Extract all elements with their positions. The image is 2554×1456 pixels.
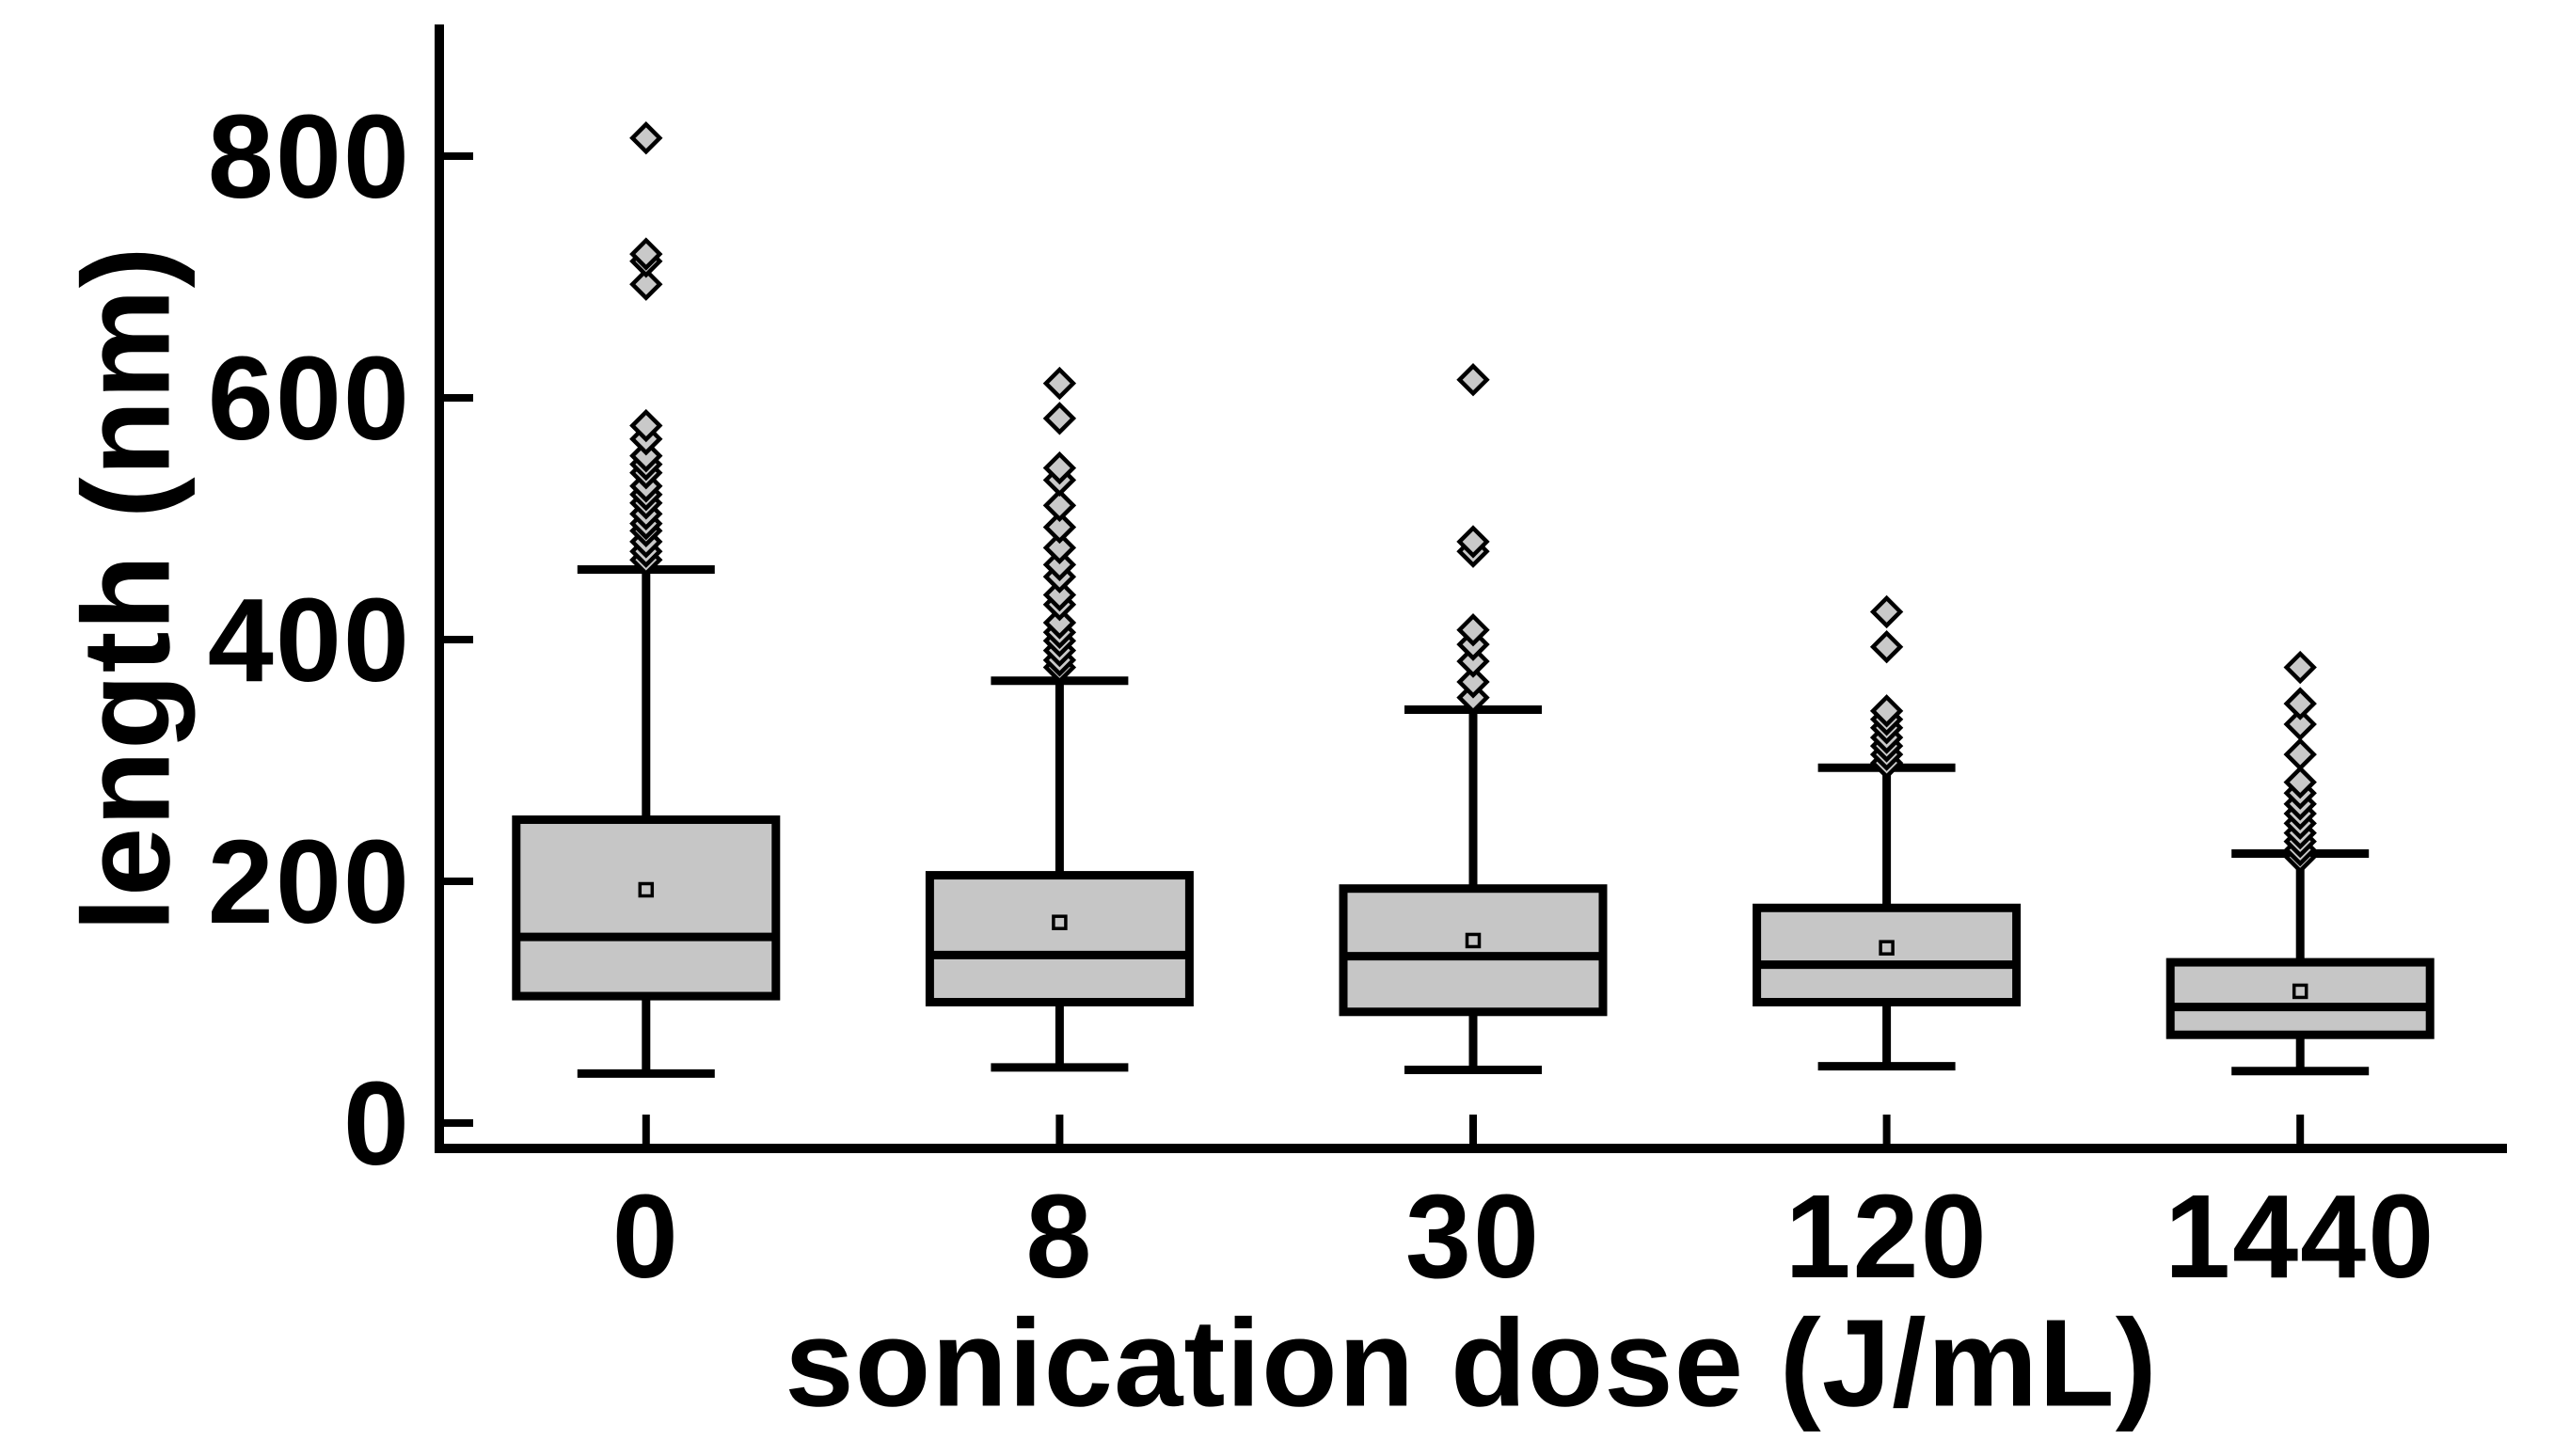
outlier-diamond [629, 408, 663, 443]
outlier-diamond [1456, 613, 1490, 647]
y-tick-label: 800 [208, 90, 411, 223]
outlier-diamond [629, 438, 663, 473]
y-tick-label: 400 [208, 574, 411, 706]
outlier-diamond [2283, 737, 2317, 771]
outlier-diamond [2283, 707, 2317, 741]
outlier-diamond [2283, 687, 2317, 720]
outlier-diamond [2283, 650, 2317, 685]
outlier-diamond [1042, 578, 1077, 612]
outlier-diamond [1869, 594, 1904, 629]
outlier-diamond [629, 237, 663, 271]
outlier-diamond [1456, 644, 1490, 678]
outlier-diamond [1869, 694, 1904, 728]
y-axis-title: length (nm) [56, 245, 196, 932]
box-iqr [925, 871, 1194, 1007]
x-tick-label: 30 [1405, 1170, 1541, 1303]
outlier-diamond [1042, 606, 1077, 640]
outlier-diamond [1042, 510, 1077, 545]
outlier-diamond [1042, 451, 1077, 485]
outlier-diamond [2283, 765, 2317, 799]
x-tick-label: 120 [1785, 1170, 1988, 1303]
box-iqr [1753, 903, 2022, 1007]
y-tick-label: 600 [208, 332, 411, 465]
box-iqr [1339, 884, 1608, 1017]
outlier-diamond [1042, 402, 1077, 435]
outlier-diamond [1456, 525, 1490, 559]
mean-marker [2292, 983, 2308, 1000]
mean-marker [1052, 914, 1068, 930]
mean-marker [638, 881, 655, 898]
outlier-diamond [1456, 363, 1490, 397]
y-tick-label: 0 [343, 1057, 411, 1190]
outlier-diamond [629, 121, 663, 155]
x-tick-label: 8 [1025, 1170, 1093, 1303]
y-tick-label: 200 [208, 815, 411, 948]
outlier-diamond [1456, 665, 1490, 699]
mean-marker [1879, 940, 1895, 956]
outlier-diamond [629, 267, 663, 301]
outlier-diamond [1869, 630, 1904, 664]
outlier-diamond [1042, 366, 1077, 401]
x-axis-title: sonication dose (J/mL) [785, 1293, 2158, 1432]
outlier-diamond [1042, 530, 1077, 565]
x-tick-label: 0 [612, 1170, 680, 1303]
outlier-diamond [1042, 547, 1077, 582]
mean-marker [1465, 932, 1482, 949]
x-tick-label: 1440 [2165, 1170, 2435, 1303]
outlier-diamond [1042, 488, 1077, 523]
box-iqr [512, 815, 781, 1001]
